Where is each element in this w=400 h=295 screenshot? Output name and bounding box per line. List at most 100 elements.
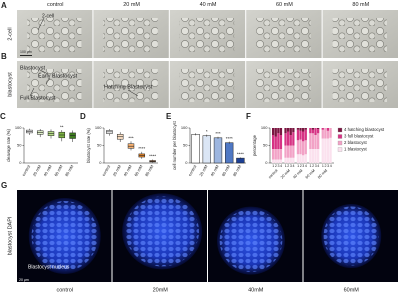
x-tick-label: 4 <box>305 164 307 168</box>
significance: **** <box>149 154 156 159</box>
panel-label: F <box>246 112 251 121</box>
bar-segment <box>279 149 283 160</box>
bar-segment <box>329 137 332 163</box>
y-tick-label: 0 <box>19 160 22 165</box>
bar-segment <box>311 133 315 149</box>
legend-label: 4 hatching blastocyst <box>344 127 385 132</box>
panel-label: C <box>0 112 6 121</box>
bar-segment <box>326 138 330 163</box>
significance: * <box>206 129 208 134</box>
x-tick-label: 1 <box>285 164 287 168</box>
legend-swatch <box>337 127 343 133</box>
y-tick-label: 100 <box>261 125 268 130</box>
nuclei <box>219 209 283 272</box>
x-tick-label: 3 <box>278 164 280 168</box>
bar-segment <box>299 139 302 155</box>
embryos <box>179 69 235 102</box>
bar-segment <box>292 145 295 158</box>
bar-segment <box>324 128 327 139</box>
bar-segment <box>299 154 302 163</box>
embryos <box>332 69 387 102</box>
bar-segment <box>287 128 290 132</box>
column-label: control <box>56 287 73 293</box>
bar-segment <box>321 138 324 163</box>
bar-segment <box>279 128 283 135</box>
nuclei <box>125 196 199 267</box>
bar-segment <box>296 154 300 163</box>
bar <box>225 142 234 164</box>
embryos <box>103 69 158 102</box>
y-tick-label: 100 <box>95 125 102 130</box>
scale-bar-label: 20 μm <box>19 278 29 282</box>
bar-segment <box>302 141 305 156</box>
bar-segment <box>314 149 317 163</box>
column-header: 40 mM <box>200 2 217 8</box>
bar <box>213 137 223 164</box>
bar-segment <box>317 133 320 149</box>
embryos <box>332 18 387 52</box>
bar-segment <box>299 130 302 140</box>
x-tick-label: 60 mM <box>133 164 143 177</box>
bar-segment <box>302 128 305 132</box>
bar-segment <box>311 149 315 163</box>
nuclei <box>31 201 98 271</box>
panel-label: E <box>166 112 172 121</box>
bar-segment <box>272 159 275 163</box>
pointer <box>127 89 139 97</box>
pointer <box>45 77 51 85</box>
annotation: Full Blastocyst <box>20 95 56 101</box>
panel-label: A <box>1 1 7 10</box>
y-tick-label: 50 <box>97 143 102 148</box>
bar-segment <box>317 129 320 134</box>
bar-segment <box>302 155 305 163</box>
y-tick-label: 0 <box>265 160 268 165</box>
pointer <box>29 87 35 97</box>
bar-segment <box>314 128 317 135</box>
row-label: blastocyst <box>7 72 13 97</box>
bar-segment <box>324 138 327 163</box>
row-label: 2-cell <box>7 27 13 40</box>
x-tick-label: 80 mM <box>64 164 74 177</box>
embryos <box>103 18 158 52</box>
bar-segment <box>292 157 295 163</box>
embryos <box>256 69 311 102</box>
annotation: Blastocyst nucleus <box>28 264 70 270</box>
bar-segment <box>279 159 283 163</box>
bar-segment <box>279 135 283 149</box>
x-tick-label: 40 mM <box>42 164 52 177</box>
significance: **** <box>226 136 233 141</box>
row-label: blastocyst DAPI <box>7 216 13 255</box>
bar-segment <box>277 133 280 149</box>
bar-segment <box>287 145 290 158</box>
bar-segment <box>277 159 280 163</box>
embryos <box>179 18 235 52</box>
y-tick-label: 100 <box>181 125 188 130</box>
x-tick-label: 4 <box>330 164 332 168</box>
x-tick-label: 60 mM <box>53 164 63 177</box>
x-tick-label: 80 mM <box>144 164 154 177</box>
bar-segment <box>274 136 277 149</box>
bar-segment <box>287 131 290 146</box>
pointer <box>37 17 45 31</box>
x-tick-label: 2 <box>275 164 277 168</box>
annotation: Hatching Blastocyst <box>104 84 153 90</box>
group-label: 80 mM <box>317 169 328 180</box>
x-tick-label: 20 mM <box>198 164 208 177</box>
bar-segment <box>317 149 320 163</box>
bar-segment <box>296 129 300 141</box>
bar-segment <box>299 128 302 131</box>
x-tick-label: 20 mM <box>112 164 122 177</box>
bar-segment <box>284 128 287 134</box>
x-tick-label: 1 <box>297 164 299 168</box>
y-axis-label: cell number per blastocyst <box>172 120 177 169</box>
y-axis-label: percentage <box>252 134 257 156</box>
legend-swatch <box>337 147 343 152</box>
x-tick-label: 3 <box>327 164 329 168</box>
panel-label: B <box>1 52 7 61</box>
bar-segment <box>274 128 277 137</box>
panel-label: D <box>80 112 86 121</box>
bar <box>191 134 200 164</box>
column-label: 40mM <box>248 287 264 293</box>
bar-segment <box>284 145 287 158</box>
